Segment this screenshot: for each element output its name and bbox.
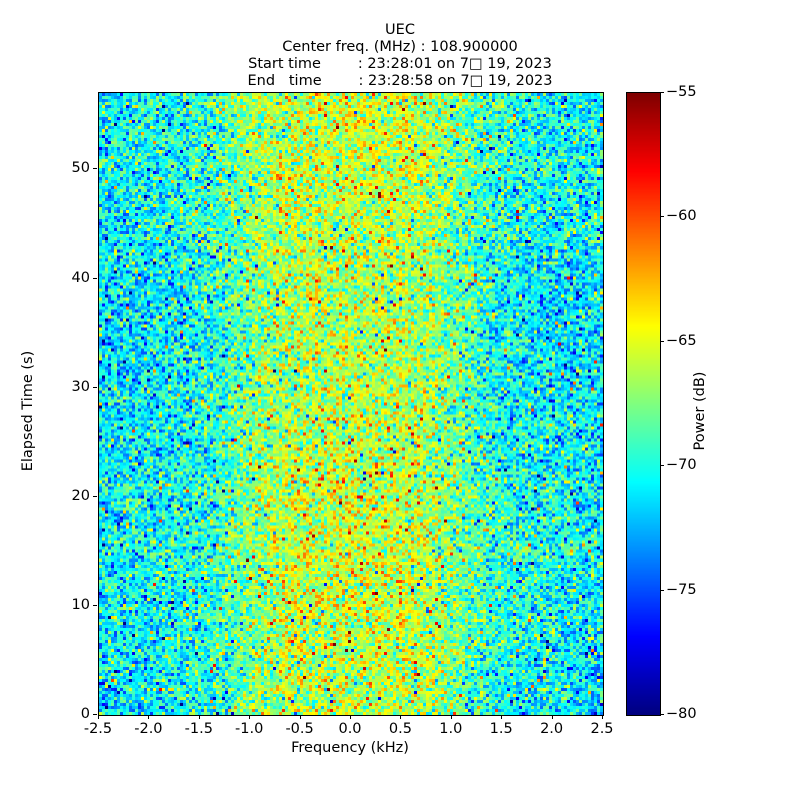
x-tick-label: 1.0	[439, 721, 463, 737]
colorbar-tick-mark	[660, 216, 664, 218]
y-tick-mark	[93, 386, 97, 388]
x-tick-label: 2.0	[540, 721, 564, 737]
title-start-time: Start time : 23:28:01 on 7□ 19, 2023	[248, 56, 552, 72]
y-tick-label-wrap: 50	[48, 160, 90, 184]
x-tick-mark	[350, 715, 351, 719]
y-axis-label: Elapsed Time (s)	[20, 350, 36, 472]
y-tick-mark	[93, 168, 97, 170]
colorbar-tick-label: −60	[666, 208, 697, 225]
y-tick-label-wrap: 40	[48, 270, 90, 294]
x-tick-label: 1.5	[489, 721, 513, 737]
x-tick-mark	[98, 715, 99, 719]
y-tick-label-wrap: 20	[48, 488, 90, 512]
y-tick-label: 50	[71, 160, 90, 177]
y-tick-label-wrap: 10	[48, 597, 90, 621]
x-tick-mark	[299, 715, 301, 719]
x-tick-mark	[249, 715, 251, 719]
title-center-frequency: Center freq. (MHz) : 108.900000	[282, 39, 518, 55]
x-tick-label: -1.5	[184, 721, 213, 737]
colorbar-tick-mark	[660, 465, 664, 467]
y-tick-mark	[93, 604, 97, 606]
colorbar	[626, 92, 661, 716]
y-tick-label-wrap: 30	[48, 379, 90, 403]
colorbar-tick-mark	[660, 589, 664, 591]
x-tick-mark	[602, 715, 603, 719]
x-tick-label: -1.0	[235, 721, 264, 737]
y-tick-label-wrap: 0	[48, 706, 90, 730]
x-tick-label: 2.5	[590, 721, 614, 737]
x-tick-label: -2.0	[134, 721, 163, 737]
y-tick-label: 20	[71, 487, 90, 504]
figure-title-block: UEC Center freq. (MHz) : 108.900000 Star…	[0, 22, 800, 90]
colorbar-tick-label: −65	[666, 332, 697, 349]
title-end-time: End time : 23:28:58 on 7□ 19, 2023	[247, 73, 553, 89]
colorbar-tick-mark	[660, 92, 664, 93]
y-tick-mark	[93, 495, 97, 497]
colorbar-tick-label: −75	[666, 581, 697, 598]
y-tick-label: 40	[71, 269, 90, 286]
y-tick-label: 10	[71, 596, 90, 613]
y-tick-mark	[93, 277, 97, 279]
spectrogram-plot-area	[98, 92, 604, 716]
x-tick-label: 0.5	[388, 721, 412, 737]
x-tick-mark	[198, 715, 200, 719]
colorbar-tick-label: −70	[666, 457, 697, 474]
y-tick-label: 0	[80, 706, 90, 722]
x-tick-label: 0.0	[338, 721, 362, 737]
x-tick-mark	[551, 715, 553, 719]
x-tick-mark	[501, 715, 503, 719]
x-tick-mark	[400, 715, 402, 719]
y-tick-mark	[93, 714, 97, 715]
y-tick-label: 30	[71, 378, 90, 395]
x-tick-label: -2.5	[83, 721, 113, 737]
x-tick-label: -0.5	[285, 721, 314, 737]
x-tick-mark	[148, 715, 150, 719]
colorbar-tick-label: −55	[666, 84, 697, 100]
colorbar-gradient	[627, 93, 660, 715]
x-tick-mark	[450, 715, 452, 719]
colorbar-tick-mark	[660, 340, 664, 342]
spectrogram-image	[99, 93, 603, 715]
colorbar-tick-label: −80	[666, 706, 697, 722]
title-station: UEC	[385, 22, 415, 38]
x-axis-label: Frequency (kHz)	[291, 740, 409, 756]
colorbar-tick-mark	[660, 714, 664, 715]
